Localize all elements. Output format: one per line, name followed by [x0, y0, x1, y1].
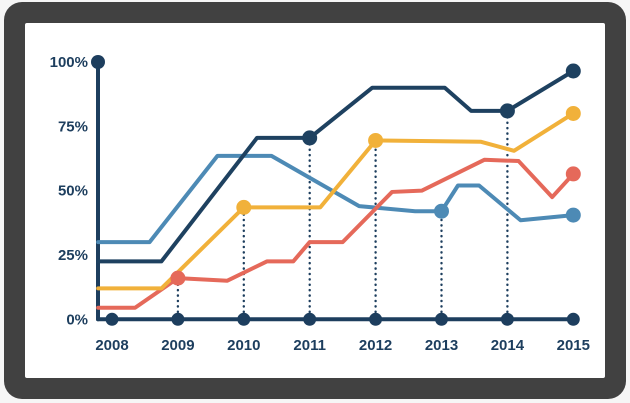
x-tick-label-2008: 2008 — [95, 337, 128, 354]
x-axis-dot-2008 — [105, 312, 119, 326]
y-tick-label-50: 50% — [58, 183, 88, 200]
x-tick-label-2011: 2011 — [293, 337, 326, 354]
series-salmon-marker-2015 — [565, 166, 581, 182]
x-axis-dot-2011 — [303, 312, 317, 326]
x-tick-label-2013: 2013 — [425, 337, 458, 354]
x-tick-label-2010: 2010 — [227, 337, 260, 354]
series-amber-marker-2012 — [368, 132, 384, 148]
x-axis-dot-2013 — [435, 312, 448, 326]
series-steel-blue-line — [96, 153, 576, 245]
x-tick-label-2015: 2015 — [557, 337, 590, 354]
x-axis-dot-2015 — [566, 312, 580, 326]
series-salmon-marker-2009 — [170, 270, 186, 286]
x-axis-dot-2010 — [237, 312, 251, 326]
series-steel-blue-marker-2013 — [434, 203, 449, 219]
screen-frame — [4, 2, 626, 399]
x-axis-dot-2009 — [171, 312, 185, 326]
y-tick-label-25: 25% — [58, 247, 88, 264]
x-tick-label-2014: 2014 — [491, 337, 525, 354]
x-axis-dot-2014 — [500, 312, 514, 326]
series-steel-blue-marker-2015 — [565, 207, 581, 223]
y-tick-label-100: 100% — [50, 54, 88, 71]
x-tick-label-2012: 2012 — [359, 337, 392, 354]
series-amber-marker-2015 — [565, 105, 581, 121]
series-salmon-line — [96, 157, 576, 310]
series-amber-line — [96, 111, 576, 291]
series-amber-marker-2010 — [236, 199, 252, 215]
series-dark-navy-line — [96, 69, 576, 264]
y-tick-label-75: 75% — [58, 118, 88, 135]
series-dark-navy-marker-2011 — [302, 130, 318, 146]
x-axis-dot-2012 — [369, 312, 383, 326]
series-dark-navy-marker-2014 — [499, 103, 515, 119]
y-tick-label-0: 0% — [66, 311, 88, 328]
series-dark-navy-marker-2015 — [565, 63, 581, 79]
y-axis-top-dot — [91, 55, 105, 69]
x-tick-label-2009: 2009 — [161, 337, 194, 354]
